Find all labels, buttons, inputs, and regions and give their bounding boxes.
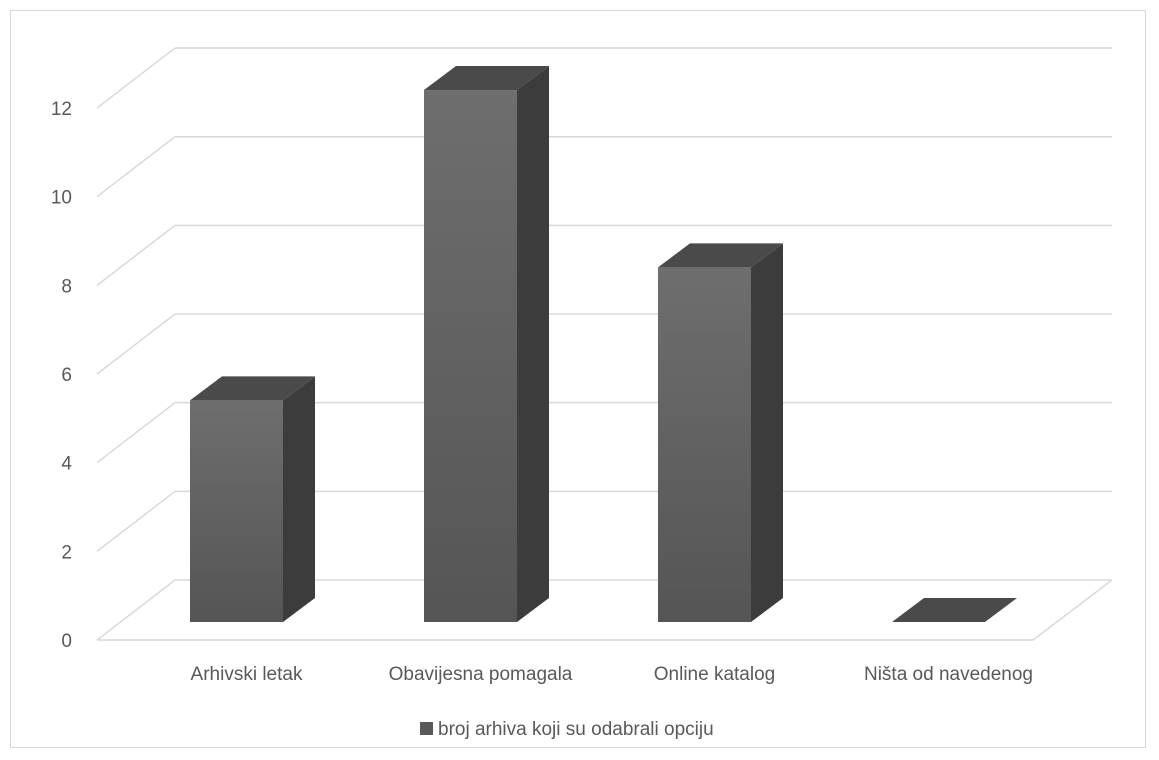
legend-swatch	[420, 722, 433, 735]
legend-label: broj arhiva koji su odabrali opciju	[438, 719, 714, 740]
grid-layer	[96, 47, 1112, 641]
bar-top	[424, 66, 549, 91]
legend: broj arhiva koji su odabrali opciju	[420, 719, 714, 740]
gridline-side-2	[96, 490, 176, 552]
gridline-side-10	[96, 136, 176, 198]
bar-top	[658, 243, 783, 268]
label-layer: 0 2 4 6 8 10 12 Arhivski letak Obavijesna pomaga…	[51, 99, 1033, 685]
bar-3	[658, 243, 783, 623]
category-label: Obavijesna pomagala	[389, 664, 573, 685]
bar-side	[283, 376, 315, 622]
category-label: Ništa od navedenog	[864, 664, 1033, 685]
bar-top	[892, 598, 1017, 622]
bar-front	[424, 90, 517, 623]
gridline-side-4	[96, 402, 176, 464]
bar-top	[190, 376, 315, 401]
bar-side	[517, 66, 549, 623]
bar-layer	[190, 66, 1017, 623]
chart-frame	[10, 10, 1146, 748]
y-tick-label: 12	[51, 99, 72, 120]
bar-front	[190, 400, 283, 622]
y-tick-label: 0	[61, 631, 72, 652]
bar-4	[892, 598, 1017, 622]
category-label: Online katalog	[654, 664, 775, 685]
bar-side	[751, 243, 783, 623]
gridline-side-0	[96, 579, 176, 641]
bar-2	[424, 66, 549, 623]
y-tick-label: 10	[51, 188, 72, 209]
floor-right-edge	[1032, 579, 1113, 641]
y-tick-label: 2	[61, 542, 72, 563]
y-tick-label: 8	[61, 276, 72, 297]
bar-front	[658, 267, 751, 622]
bar-1	[190, 376, 315, 622]
y-tick-label: 4	[61, 454, 72, 475]
gridline-side-12	[96, 47, 176, 109]
category-label: Arhivski letak	[191, 664, 303, 685]
y-tick-label: 6	[61, 365, 72, 386]
gridline-side-6	[96, 313, 176, 375]
gridline-side-8	[96, 224, 176, 286]
axis-layer	[97, 579, 1113, 641]
